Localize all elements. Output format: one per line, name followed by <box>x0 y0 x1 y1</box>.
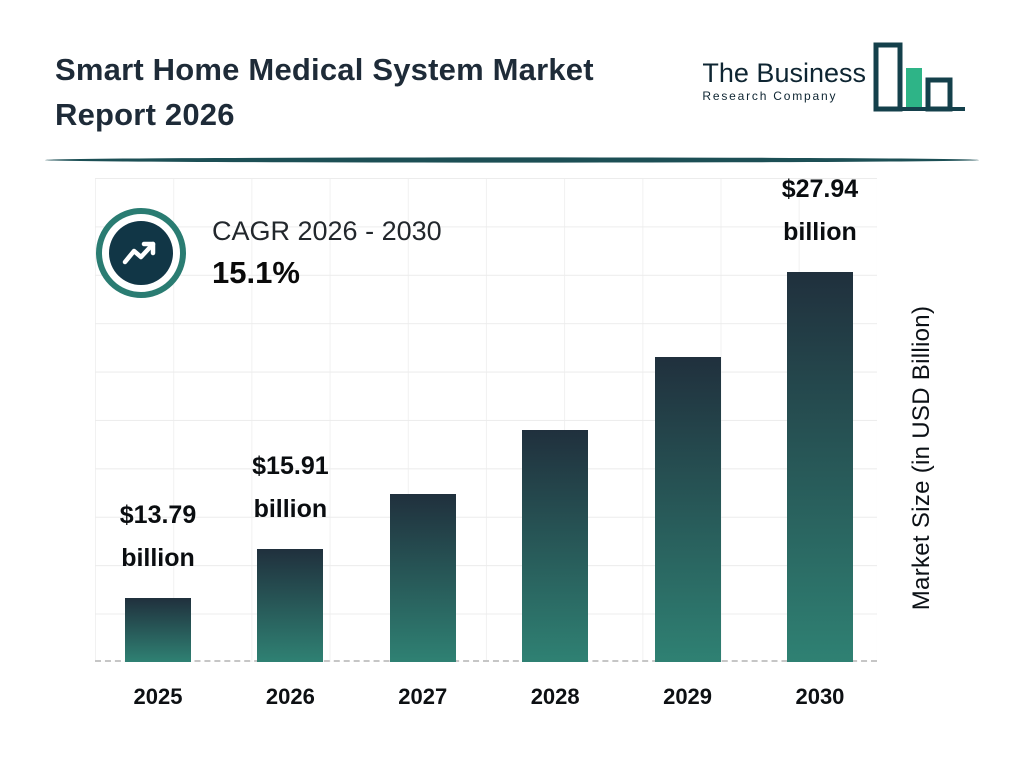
bar-column-2026: $15.91 billion 2026 <box>252 178 328 709</box>
x-tick-label-2030: 2030 <box>795 684 845 709</box>
trending-up-icon-circle <box>109 221 173 285</box>
x-tick-label-2025: 2025 <box>133 684 183 709</box>
cagr-value: 15.1% <box>212 254 300 290</box>
trending-up-icon <box>96 208 186 298</box>
bar-value-label-2025: $13.79 billion <box>63 494 253 580</box>
bar-chart-logo-icon <box>873 42 965 112</box>
bar-value-unit-2030: billion <box>783 218 857 246</box>
x-axis-baseline <box>95 660 877 662</box>
bar-2027 <box>389 494 456 662</box>
y-axis-title: Market Size (in USD Billion) <box>908 305 935 611</box>
bar-column-2028: 2028 <box>522 178 589 709</box>
trending-up-arrow <box>122 241 156 265</box>
bar-value-label-2030: $27.94 billion <box>725 168 915 254</box>
bar-2028 <box>522 430 589 662</box>
page-title-line2: Report 2026 <box>55 97 235 132</box>
bar-column-2025: $13.79 billion 2025 <box>120 178 196 709</box>
bar-2025 <box>125 598 191 662</box>
bar-value-amount-2025: $13.79 <box>119 501 197 529</box>
cagr-range-label: CAGR 2026 - 2030 <box>212 215 442 246</box>
page-title-line1: Smart Home Medical System Market <box>55 52 594 87</box>
brand-logo: The Business Research Company <box>702 42 968 118</box>
bar-value-unit-2026: billion <box>253 495 328 523</box>
bar-column-2030: $27.94 billion 2030 <box>782 175 858 709</box>
divider-line <box>45 157 979 163</box>
page-title: Smart Home Medical System Market Report … <box>55 47 594 137</box>
brand-name: The Business <box>702 58 866 88</box>
x-tick-label-2026: 2026 <box>265 684 315 709</box>
x-tick-label-2028: 2028 <box>530 684 580 709</box>
brand-logo-text: The Business Research Company <box>702 58 866 103</box>
x-tick-label-2027: 2027 <box>398 684 448 709</box>
bar-2030 <box>786 272 853 662</box>
bar-value-amount-2030: $27.94 <box>781 175 859 203</box>
bar-value-label-2026: $15.91 billion <box>195 445 385 531</box>
brand-subname: Research Company <box>702 89 838 103</box>
bar-2026 <box>257 549 324 662</box>
bar-chart-plot: $13.79 billion 2025 $15.91 billion 2026 2027 20… <box>95 175 877 709</box>
bar-column-2027: 2027 <box>389 178 456 709</box>
cagr-text: CAGR 2026 - 2030 15.1% <box>212 216 442 291</box>
bar-column-2029: 2029 <box>654 178 721 709</box>
bar-2029 <box>654 357 721 662</box>
x-tick-label-2029: 2029 <box>663 684 713 709</box>
bar-value-amount-2026: $15.91 <box>252 452 329 480</box>
bar-value-unit-2025: billion <box>121 544 195 572</box>
cagr-badge: CAGR 2026 - 2030 15.1% <box>96 208 442 298</box>
